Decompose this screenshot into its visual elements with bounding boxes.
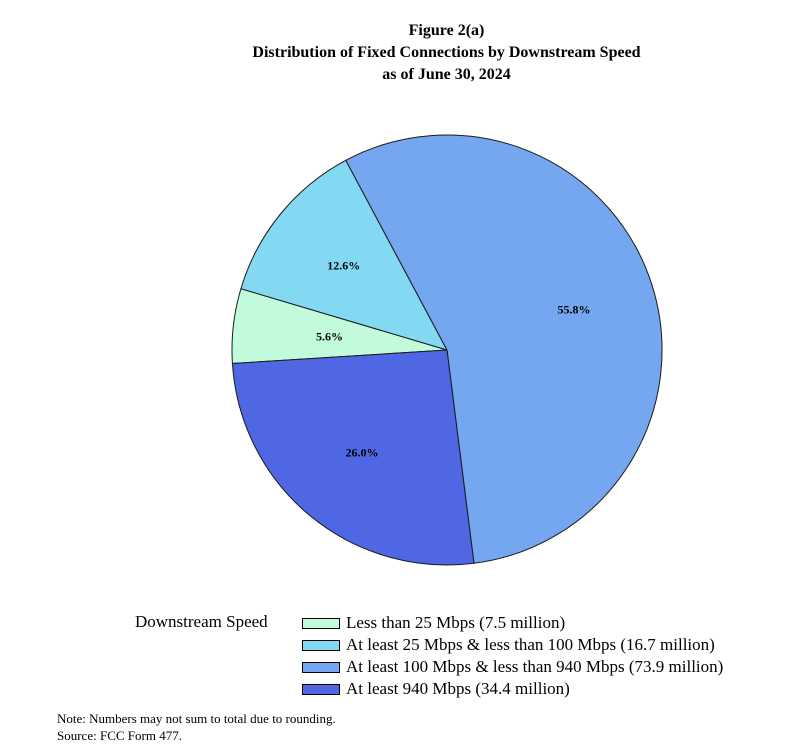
pie-slice-3 (231, 349, 475, 566)
figure-label: Figure 2(a) (408, 22, 485, 39)
pie-chart: 5.6% 12.6% 55.8% 26.0% (231, 134, 663, 566)
legend-item-1: At least 25 Mbps & less than 100 Mbps (1… (302, 634, 723, 656)
footer-notes: Note: Numbers may not sum to total due t… (57, 710, 336, 744)
legend-label-1: At least 25 Mbps & less than 100 Mbps (1… (346, 635, 715, 654)
legend-item-0: Less than 25 Mbps (7.5 million) (302, 612, 723, 634)
legend-swatch-3 (302, 683, 340, 695)
chart-title-block: Figure 2(a) Distribution of Fixed Connec… (0, 20, 808, 86)
chart-title: Distribution of Fixed Connections by Dow… (252, 44, 641, 61)
pie-slice-1 (240, 159, 449, 351)
legend-swatch-2 (302, 661, 340, 673)
slice-label-0: 5.6% (316, 330, 343, 344)
legend-label-0: Less than 25 Mbps (7.5 million) (346, 613, 566, 632)
slice-label-2: 55.8% (558, 303, 591, 317)
legend-item-3: At least 940 Mbps (34.4 million) (302, 678, 723, 700)
source-note: Source: FCC Form 477. (57, 728, 182, 743)
legend-item-2: At least 100 Mbps & less than 940 Mbps (… (302, 656, 723, 678)
chart-subtitle: as of June 30, 2024 (382, 66, 511, 83)
pie-slice-2 (345, 134, 663, 564)
legend-title: Downstream Speed (135, 612, 268, 631)
legend-label-3: At least 940 Mbps (34.4 million) (346, 679, 570, 698)
footnote: Note: Numbers may not sum to total due t… (57, 711, 336, 726)
slice-label-3: 26.0% (346, 446, 379, 460)
slice-label-1: 12.6% (327, 259, 360, 273)
legend: Less than 25 Mbps (7.5 million) At least … (302, 612, 723, 700)
legend-swatch-0 (302, 617, 340, 629)
legend-swatch-1 (302, 639, 340, 651)
legend-label-2: At least 100 Mbps & less than 940 Mbps (… (346, 657, 724, 676)
